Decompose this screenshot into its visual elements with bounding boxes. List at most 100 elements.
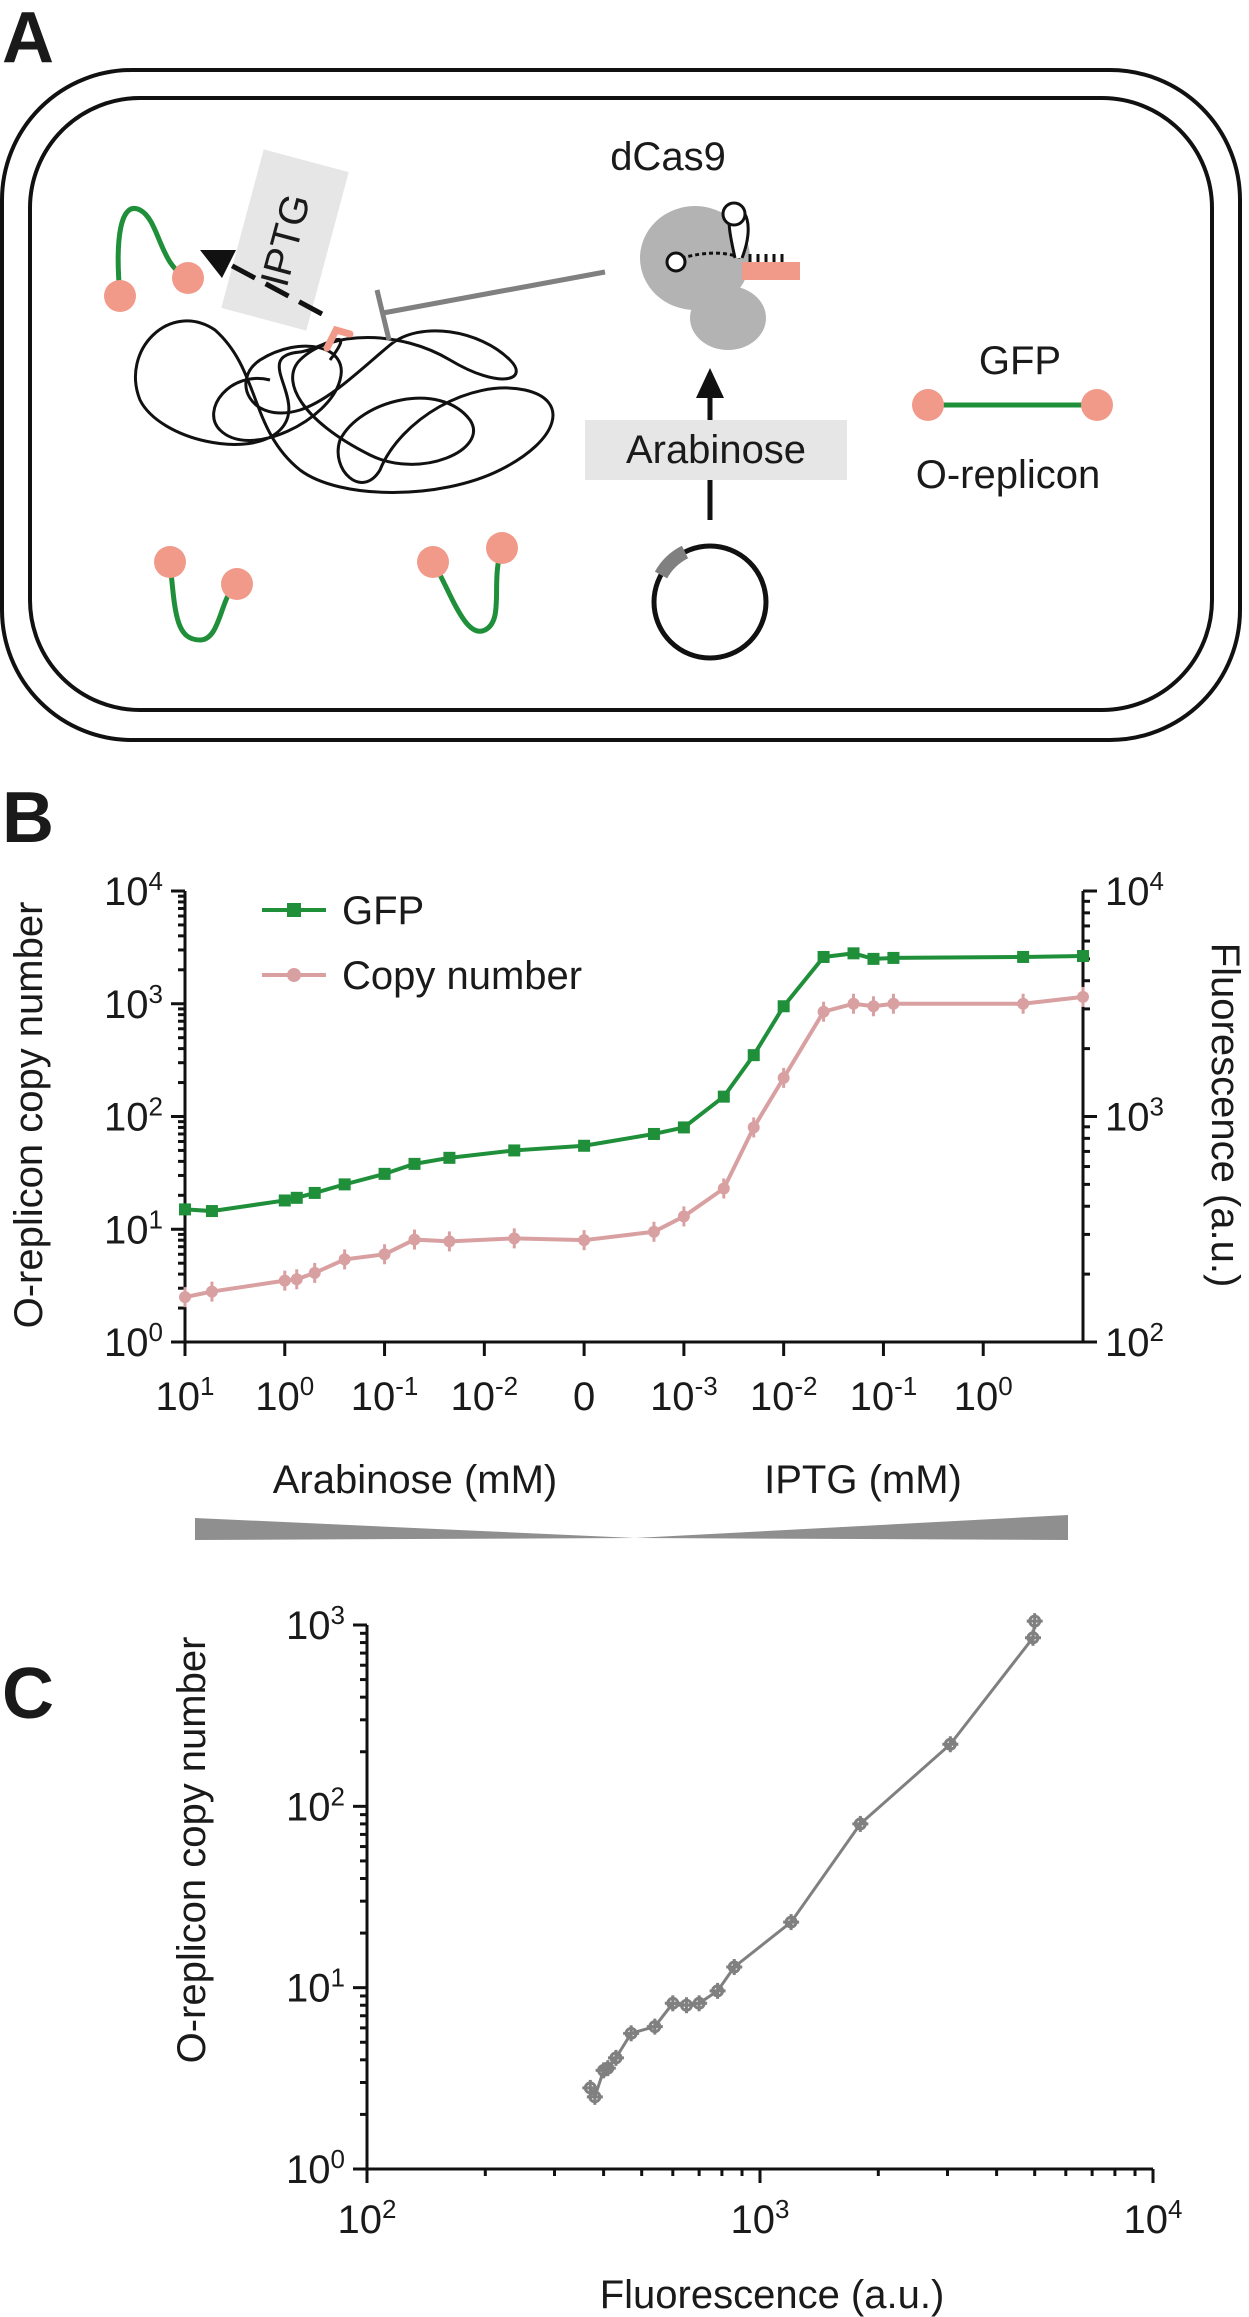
panel-c-point xyxy=(601,2061,615,2075)
oreplicon-bottom-left xyxy=(154,546,253,643)
panel-b-copy-number-point xyxy=(677,1210,690,1223)
repression-line xyxy=(382,269,606,316)
panel-b-x-tick-label: 0 xyxy=(573,1375,595,1419)
panel-b-x-tick-label: 10-2 xyxy=(451,1371,519,1419)
panel-b-left-tick-label: 103 xyxy=(104,979,163,1027)
legend-gfp-label: GFP xyxy=(979,339,1061,383)
dcas9-icon xyxy=(640,201,800,350)
panel-b-x-ticks: 101 100 10-1 10-2 0 10-3 10-2 10-1 100 xyxy=(156,1342,1013,1419)
panel-b-axes: 100 101 102 103 104 102 103 104 xyxy=(104,866,1164,1365)
panel-b-copy-number-point xyxy=(308,1266,321,1279)
panel-c-point xyxy=(692,1996,706,2010)
panel-b-x-tick-label: 10-1 xyxy=(850,1371,918,1419)
arabinose-gradient-wedge xyxy=(195,1518,635,1540)
panel-b-series-line xyxy=(184,951,1084,1214)
repression-bar xyxy=(374,289,392,341)
panel-b-left-tick-label: 101 xyxy=(104,1204,163,1252)
panel-b-copy-number-point xyxy=(647,1225,660,1238)
panel-c-point xyxy=(711,1984,725,1998)
panel-b-copy-number-point xyxy=(378,1248,391,1261)
panel-c-point xyxy=(853,1817,867,1831)
arabinose-axis-label: Arabinose (mM) xyxy=(273,1458,558,1502)
panel-label-c: C xyxy=(2,1654,54,1734)
panel-b-series xyxy=(179,947,1089,1308)
panel-c-y-axis-title: O-replicon copy number xyxy=(170,1637,214,2064)
panel-b-x-tick-label: 101 xyxy=(156,1371,215,1419)
panel-b-gfp-point xyxy=(290,1191,303,1204)
arabinose-arrow-head xyxy=(696,368,724,398)
panel-b-gfp-point xyxy=(578,1139,591,1152)
panel-b-copy-number-point xyxy=(1017,997,1030,1010)
panel-b-gfp-point xyxy=(278,1194,291,1207)
panel-b-gfp-point xyxy=(747,1049,760,1062)
panel-c-point xyxy=(727,1960,741,1974)
panel-b-left-tick-label: 102 xyxy=(104,1092,163,1140)
panel-b-gfp-point xyxy=(308,1186,321,1199)
panel-b-copy-number-point xyxy=(338,1253,351,1266)
panel-b-chart: O-replicon copy number Fluorescence (a.u… xyxy=(7,866,1247,1540)
panel-c-x-tick-label: 102 xyxy=(338,2194,397,2242)
panel-b-copy-number-point xyxy=(179,1291,191,1304)
panel-b-copy-number-point xyxy=(443,1235,456,1248)
panel-b-copy-number-point xyxy=(508,1232,521,1245)
panel-b-copy-number-point xyxy=(290,1273,303,1286)
panel-b-gfp-point xyxy=(887,951,900,964)
panel-b-x-tick-label: 10-3 xyxy=(650,1371,718,1419)
panel-b-copy-number-point xyxy=(278,1274,291,1287)
oreplicon-bottom-middle xyxy=(417,532,518,634)
panel-b-legend-label: GFP xyxy=(342,889,424,933)
panel-c-chart: O-replicon copy number Fluorescence (a.u… xyxy=(170,1600,1182,2317)
arabinose-label-box xyxy=(585,420,847,480)
panel-c-y-tick-label: 103 xyxy=(286,1600,345,1648)
panel-b-x-tick-label: 10-2 xyxy=(750,1371,818,1419)
dcas9-label: dCas9 xyxy=(610,135,726,179)
panel-c-y-tick-label: 101 xyxy=(286,1963,345,2011)
panel-b-copy-number-point xyxy=(847,997,860,1010)
legend-oreplicon-icon xyxy=(912,389,1113,421)
panel-b-x-tick-label: 100 xyxy=(255,1371,314,1419)
panel-b-left-axis-title: O-replicon copy number xyxy=(7,902,51,1329)
chromosome-loop xyxy=(133,319,555,494)
panel-b-copy-number-point xyxy=(205,1285,218,1298)
panel-c-axes: 100 101 102 103 102 103 104 xyxy=(286,1600,1182,2242)
panel-c-x-axis-title: Fluorescence (a.u.) xyxy=(600,2273,945,2317)
panel-b-right-axis-title: Fluorescence (a.u.) xyxy=(1203,943,1247,1288)
panel-b-gfp-point xyxy=(1077,950,1089,963)
panel-c-point xyxy=(648,2020,662,2034)
panel-b-copy-number-point xyxy=(747,1121,760,1134)
panel-label-a: A xyxy=(2,0,54,78)
panel-b-copy-number-point xyxy=(817,1005,830,1018)
panel-b-copy-number-point xyxy=(887,997,900,1010)
oreplicon-top-left xyxy=(104,206,204,312)
panel-b-gfp-point xyxy=(777,1000,790,1013)
panel-b-copy-number-point xyxy=(578,1234,591,1247)
panel-b-gfp-point xyxy=(817,950,830,963)
panel-c-point xyxy=(679,1998,693,2012)
panel-c-point xyxy=(784,1915,798,1929)
panel-b-gfp-point xyxy=(338,1178,351,1191)
panel-b-legend-label: Copy number xyxy=(342,954,582,998)
panel-b-left-tick-label: 100 xyxy=(104,1317,163,1365)
panel-c-point xyxy=(943,1737,957,1751)
panel-b-gfp-point xyxy=(508,1144,521,1157)
panel-b-copy-number-point xyxy=(717,1182,730,1195)
panel-b-x-tick-label: 100 xyxy=(954,1371,1013,1419)
panel-b-gfp-point xyxy=(677,1121,690,1134)
panel-b-gfp-point xyxy=(179,1203,191,1216)
panel-c-x-tick-label: 103 xyxy=(731,2194,790,2242)
iptg-arrow-head xyxy=(200,250,236,278)
panel-b-copy-number-point xyxy=(1077,990,1089,1003)
panel-c-point xyxy=(1026,1631,1040,1645)
plasmid-icon xyxy=(651,543,769,661)
panel-b-copy-number-point xyxy=(867,1000,880,1013)
panel-c-series xyxy=(582,1613,1043,2105)
panel-b-right-tick-label: 103 xyxy=(1105,1092,1164,1140)
panel-c-point xyxy=(666,1996,680,2010)
panel-label-b: B xyxy=(2,778,54,858)
panel-b-copy-number-point xyxy=(777,1071,790,1084)
plasmid-promoter-segment xyxy=(654,545,689,579)
panel-c-y-tick-label: 102 xyxy=(286,1781,345,1829)
iptg-label-box: IPTG xyxy=(221,149,349,331)
iptg-induction-arrow xyxy=(223,259,324,317)
panel-b-x-tick-label: 10-1 xyxy=(351,1371,419,1419)
